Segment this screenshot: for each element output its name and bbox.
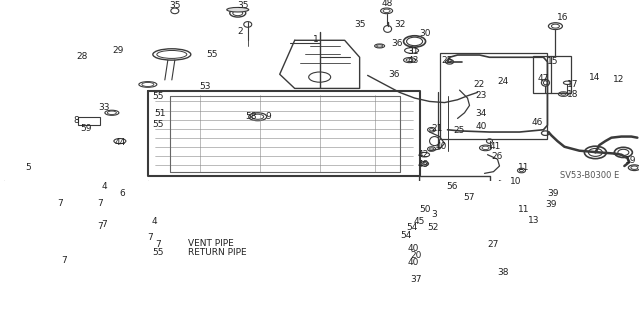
- Text: 40: 40: [476, 122, 487, 131]
- Text: 1: 1: [313, 35, 319, 44]
- Text: 36: 36: [392, 39, 403, 48]
- Text: 23: 23: [476, 91, 487, 100]
- Text: 11: 11: [518, 204, 529, 213]
- Bar: [440, 53, 547, 139]
- Text: 7: 7: [57, 199, 63, 208]
- Text: 3: 3: [432, 210, 437, 219]
- Text: 7: 7: [155, 240, 161, 249]
- Text: 5: 5: [25, 163, 31, 172]
- Text: VENT PIPE: VENT PIPE: [188, 239, 234, 248]
- Text: 41: 41: [490, 142, 501, 151]
- Text: 46: 46: [531, 118, 543, 127]
- Text: 18: 18: [568, 90, 579, 99]
- Text: 7: 7: [97, 199, 103, 208]
- Text: 49: 49: [418, 160, 429, 169]
- Text: 55: 55: [206, 50, 218, 59]
- Text: 34: 34: [476, 109, 487, 118]
- Text: 6: 6: [119, 189, 125, 198]
- Text: 42: 42: [418, 150, 429, 159]
- Text: 51: 51: [154, 109, 166, 118]
- Text: 25: 25: [454, 126, 465, 135]
- Text: 12: 12: [613, 75, 625, 85]
- Text: 8: 8: [73, 116, 79, 125]
- Text: 19: 19: [625, 156, 637, 165]
- Text: 11: 11: [518, 163, 529, 172]
- Text: FR.: FR.: [22, 255, 42, 271]
- Text: 54: 54: [406, 223, 417, 232]
- Text: 35: 35: [169, 1, 180, 10]
- Text: 35: 35: [354, 20, 365, 29]
- Text: 4: 4: [152, 217, 157, 226]
- Text: 55: 55: [152, 93, 164, 101]
- Text: 27: 27: [488, 240, 499, 249]
- Text: 40: 40: [408, 244, 419, 253]
- Text: 24: 24: [497, 77, 509, 85]
- Text: 21: 21: [431, 123, 442, 133]
- Text: 9: 9: [266, 112, 271, 121]
- Text: 54: 54: [400, 231, 412, 240]
- Polygon shape: [18, 256, 53, 271]
- Text: 39: 39: [547, 189, 559, 198]
- Text: 16: 16: [557, 13, 569, 22]
- Text: SV53-B0300 E: SV53-B0300 E: [560, 171, 619, 180]
- Text: 22: 22: [474, 80, 484, 89]
- Text: FR.: FR.: [26, 254, 44, 271]
- Polygon shape: [18, 258, 50, 272]
- Text: 4: 4: [101, 182, 107, 191]
- Text: 30: 30: [420, 29, 431, 38]
- Text: 17: 17: [568, 80, 579, 89]
- Text: 25: 25: [442, 56, 453, 65]
- Text: 7: 7: [97, 221, 103, 231]
- Text: 36: 36: [388, 70, 400, 79]
- Text: 2: 2: [237, 27, 243, 36]
- Text: 47: 47: [538, 74, 549, 83]
- Text: 26: 26: [492, 152, 503, 161]
- Text: 7: 7: [147, 233, 153, 242]
- Text: 52: 52: [428, 223, 439, 232]
- Text: 57: 57: [464, 193, 476, 202]
- Text: 55: 55: [152, 248, 164, 257]
- Text: 55: 55: [152, 120, 164, 129]
- Text: 58: 58: [245, 112, 257, 121]
- Text: 32: 32: [395, 20, 406, 29]
- Bar: [78, 117, 100, 125]
- Text: 20: 20: [410, 251, 421, 260]
- Text: 35: 35: [237, 1, 248, 10]
- Text: 31: 31: [408, 47, 419, 56]
- Text: 7: 7: [61, 256, 67, 264]
- Text: RETURN PIPE: RETURN PIPE: [188, 248, 246, 256]
- Text: 59: 59: [80, 123, 92, 133]
- Text: 40: 40: [436, 142, 447, 151]
- Text: 50: 50: [419, 204, 430, 213]
- Text: 45: 45: [414, 217, 425, 226]
- Text: 37: 37: [410, 275, 421, 284]
- Text: 40: 40: [408, 258, 419, 267]
- Bar: [534, 56, 572, 93]
- Text: 15: 15: [547, 57, 559, 66]
- Text: 7: 7: [101, 220, 107, 229]
- Text: 14: 14: [589, 73, 601, 82]
- Text: 43: 43: [408, 56, 419, 65]
- Text: 28: 28: [76, 52, 88, 61]
- Text: 44: 44: [115, 138, 125, 147]
- Text: 56: 56: [446, 182, 458, 191]
- Text: 38: 38: [497, 268, 509, 277]
- Text: 13: 13: [527, 216, 539, 225]
- Text: 39: 39: [545, 200, 557, 209]
- Text: 10: 10: [509, 177, 521, 186]
- Text: 53: 53: [199, 82, 211, 91]
- Text: 33: 33: [98, 103, 109, 112]
- Ellipse shape: [227, 7, 249, 12]
- Text: 48: 48: [382, 0, 394, 8]
- Text: 29: 29: [112, 46, 124, 55]
